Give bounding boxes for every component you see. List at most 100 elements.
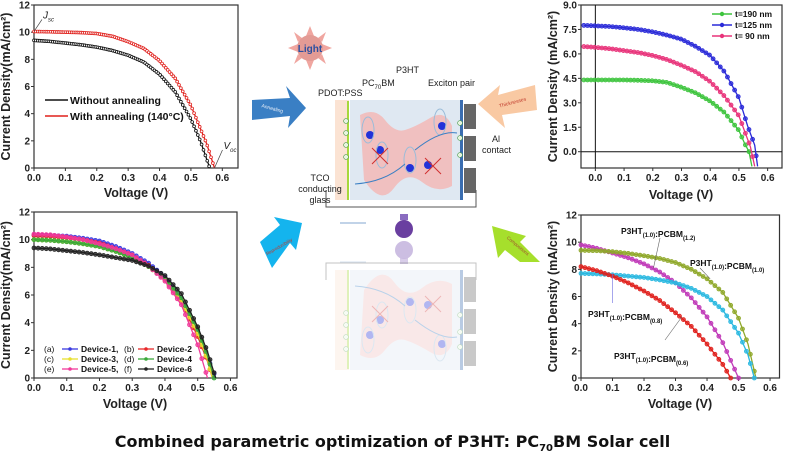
x-axis-label: Voltage (V) xyxy=(648,397,712,411)
data-point xyxy=(625,273,631,279)
data-point xyxy=(167,70,172,74)
data-point xyxy=(105,243,111,249)
legend-marker xyxy=(144,357,148,361)
data-point xyxy=(80,250,86,255)
data-point xyxy=(207,357,213,363)
chart-2: 0.0 0.1 0.2 0.3 0.4 0.5 0.6 0.0 1.5 3.0 4.5 6.0 7.5 9… xyxy=(546,1,783,202)
y-tick-label: 4 xyxy=(571,319,577,330)
data-point xyxy=(720,362,726,367)
data-point xyxy=(594,268,600,274)
title-subscript: 70 xyxy=(539,443,553,455)
data-point xyxy=(653,276,659,282)
x-tick-label: 0.5 xyxy=(732,173,746,184)
data-point xyxy=(590,267,596,273)
data-point xyxy=(692,287,698,293)
data-point xyxy=(696,290,702,295)
data-point xyxy=(92,240,98,246)
data-point xyxy=(720,307,726,313)
data-point xyxy=(158,274,164,280)
data-point xyxy=(657,298,663,303)
series-with-annealing-140-c- xyxy=(32,29,216,169)
data-point xyxy=(645,291,651,296)
data-point xyxy=(742,130,748,136)
series-line xyxy=(583,79,753,167)
data-point xyxy=(712,300,718,306)
data-point xyxy=(194,128,198,133)
annealing-arrow: Annealing xyxy=(252,86,306,128)
data-point xyxy=(178,302,184,308)
data-point xyxy=(720,290,726,295)
data-point xyxy=(179,99,183,104)
data-point xyxy=(704,341,710,347)
data-point xyxy=(167,83,172,88)
data-point xyxy=(578,271,584,276)
data-point xyxy=(173,90,178,94)
data-point xyxy=(578,242,584,248)
data-point xyxy=(191,316,197,321)
y-tick-label: 0 xyxy=(24,374,30,385)
x-tick-label: 0.6 xyxy=(761,173,775,184)
data-point xyxy=(602,248,608,254)
data-point xyxy=(617,250,623,255)
series-label: P3HT(1.0):PCBM(0.6) xyxy=(614,351,688,367)
x-tick-label: 0.0 xyxy=(27,173,41,184)
data-point xyxy=(704,294,710,299)
y-tick-label: 0 xyxy=(571,374,577,385)
data-point xyxy=(129,252,135,258)
data-point xyxy=(725,74,730,80)
x-tick-label: 0.1 xyxy=(60,383,74,394)
y-tick-label: 9.0 xyxy=(563,1,577,12)
data-point xyxy=(724,296,730,302)
data-point xyxy=(160,75,164,79)
series-without-annealing xyxy=(32,38,211,169)
data-point xyxy=(681,317,686,322)
y-tick-label: 12 xyxy=(566,211,578,222)
data-point xyxy=(707,78,712,84)
data-point xyxy=(657,269,663,275)
data-point xyxy=(746,127,752,132)
data-point xyxy=(677,281,682,287)
data-point xyxy=(201,148,206,152)
data-point xyxy=(681,38,687,44)
legend-marker xyxy=(144,367,148,371)
legend-label: Device-5, xyxy=(81,364,118,374)
data-point xyxy=(105,253,111,259)
data-point xyxy=(712,327,718,333)
data-point xyxy=(56,247,61,253)
legend-label: Device-6 xyxy=(157,364,192,374)
data-point xyxy=(175,79,179,84)
data-point xyxy=(721,93,727,98)
data-point xyxy=(710,56,716,62)
figure-title: Combined parametric optimization of P3HT… xyxy=(0,432,785,454)
data-point xyxy=(205,158,210,163)
data-point xyxy=(586,271,592,277)
data-point xyxy=(732,366,738,372)
data-point xyxy=(68,248,74,254)
data-point xyxy=(162,278,168,284)
data-point xyxy=(728,375,734,381)
data-point xyxy=(665,258,671,263)
x-tick-label: 0.6 xyxy=(223,383,237,394)
data-point xyxy=(736,315,741,321)
data-point xyxy=(35,237,41,243)
y-tick-label: 3.0 xyxy=(563,98,577,109)
data-point xyxy=(696,332,702,338)
data-point xyxy=(191,332,197,338)
thicknesses-arrow: Thicknesses xyxy=(478,85,537,128)
data-point xyxy=(673,280,678,286)
data-point xyxy=(199,356,205,362)
data-point xyxy=(582,248,588,253)
data-point xyxy=(109,245,115,250)
x-tick-label: 0.3 xyxy=(121,173,135,184)
legend-letter: (f) xyxy=(124,364,132,374)
y-tick-label: 8 xyxy=(571,265,577,276)
data-point xyxy=(744,348,749,354)
x-tick-label: 0.6 xyxy=(215,173,229,184)
series-p3ht-1-0-pcbm-0-6- xyxy=(578,264,734,381)
data-point xyxy=(746,140,752,146)
data-point xyxy=(710,82,716,87)
data-point xyxy=(162,273,168,279)
data-point xyxy=(56,233,61,239)
data-point xyxy=(625,255,631,261)
data-point xyxy=(158,59,162,64)
